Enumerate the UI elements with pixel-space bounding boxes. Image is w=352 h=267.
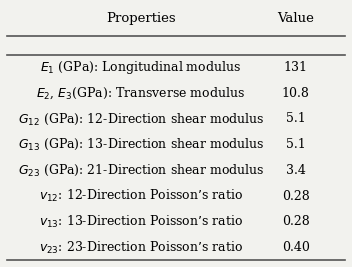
Text: 0.28: 0.28 (282, 215, 309, 228)
Text: 0.40: 0.40 (282, 241, 310, 254)
Text: $v_{23}$: 23-Direction Poisson’s ratio: $v_{23}$: 23-Direction Poisson’s ratio (39, 239, 243, 256)
Text: 131: 131 (284, 61, 308, 74)
Text: $E_1$ (GPa): Longitudinal modulus: $E_1$ (GPa): Longitudinal modulus (40, 59, 241, 76)
Text: $G_{23}$ (GPa): 21-Direction shear modulus: $G_{23}$ (GPa): 21-Direction shear modul… (18, 163, 264, 178)
Text: $G_{13}$ (GPa): 13-Direction shear modulus: $G_{13}$ (GPa): 13-Direction shear modul… (18, 137, 264, 152)
Text: 5.1: 5.1 (286, 112, 306, 125)
Text: Value: Value (277, 12, 314, 25)
Text: $G_{12}$ (GPa): 12-Direction shear modulus: $G_{12}$ (GPa): 12-Direction shear modul… (18, 111, 264, 127)
Text: 0.28: 0.28 (282, 190, 309, 203)
Text: 3.4: 3.4 (286, 164, 306, 177)
Text: 10.8: 10.8 (282, 87, 310, 100)
Text: Properties: Properties (106, 12, 176, 25)
Text: $v_{12}$: 12-Direction Poisson’s ratio: $v_{12}$: 12-Direction Poisson’s ratio (39, 188, 243, 204)
Text: 5.1: 5.1 (286, 138, 306, 151)
Text: $v_{13}$: 13-Direction Poisson’s ratio: $v_{13}$: 13-Direction Poisson’s ratio (39, 214, 243, 230)
Text: $E_2$, $E_3$(GPa): Transverse modulus: $E_2$, $E_3$(GPa): Transverse modulus (36, 85, 245, 101)
